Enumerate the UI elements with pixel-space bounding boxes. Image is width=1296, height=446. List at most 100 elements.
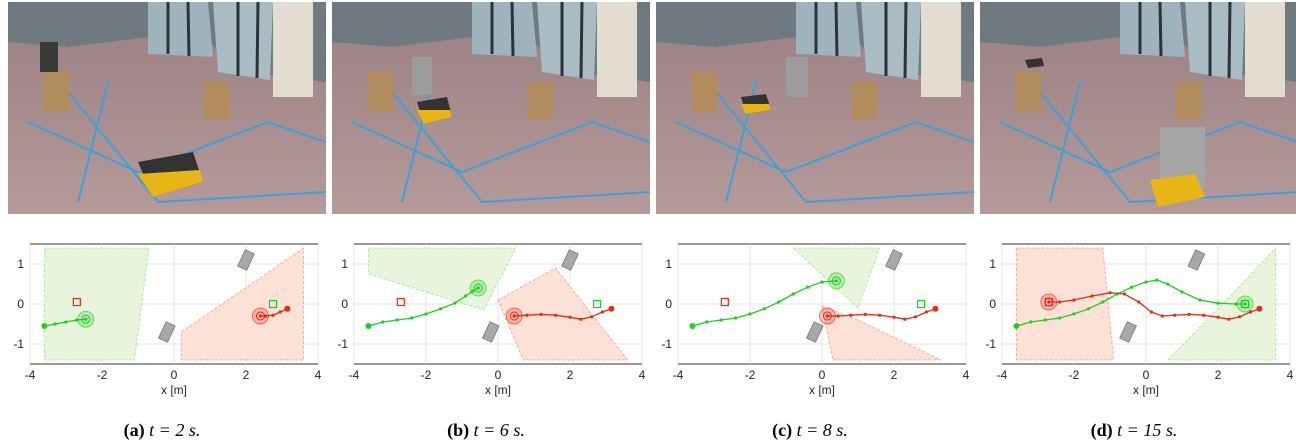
red-trajectory-point xyxy=(271,313,275,317)
green-robot-ring xyxy=(1240,299,1250,309)
green-trajectory-point xyxy=(410,316,414,320)
obstacle-box xyxy=(157,321,176,343)
subfigure-caption: (c) t = 8 s. xyxy=(648,420,972,441)
y-tick-label: -1 xyxy=(337,337,348,351)
green-region xyxy=(791,247,881,309)
green-trajectory-point xyxy=(1216,301,1220,305)
obstacle-shape xyxy=(481,321,500,343)
green-trajectory-point xyxy=(791,292,795,296)
trajectory-plot: -4 -2 0 2 4 1 0 -1 x [m] xyxy=(648,240,972,416)
red-trajectory-point xyxy=(1047,300,1051,304)
green-trajectory-point xyxy=(820,280,824,284)
red-trajectory-point xyxy=(278,310,282,314)
red-start-marker xyxy=(608,305,615,312)
x-tick-label: 0 xyxy=(1143,368,1150,382)
green-start-marker xyxy=(689,323,696,329)
time-text: t = 15 s. xyxy=(1117,420,1178,440)
obstacle-shape xyxy=(237,249,255,271)
trajectory-plot: -4 -2 0 2 4 1 0 -1 x [m] xyxy=(324,240,648,416)
green-trajectory-point xyxy=(84,317,88,321)
green-robot-position xyxy=(1236,295,1254,313)
y-tick-label: -1 xyxy=(661,337,672,351)
x-tick-label: 4 xyxy=(315,368,322,382)
subfigure-label: (d) xyxy=(1090,420,1113,440)
red-trajectory xyxy=(827,308,936,320)
time-text: t = 8 s. xyxy=(796,420,848,440)
green-trajectory-point xyxy=(748,312,752,316)
green-robot-ring xyxy=(473,283,483,293)
red-trajectory-point xyxy=(1187,312,1191,316)
obstacle-box xyxy=(1187,249,1206,271)
y-tick-label: 0 xyxy=(989,297,996,311)
scene-photo xyxy=(656,2,974,214)
green-trajectory-point xyxy=(1130,285,1134,289)
green-trajectory-point xyxy=(806,285,810,289)
x-tick-label: 2 xyxy=(1215,368,1222,382)
green-goal-marker xyxy=(268,299,278,309)
green-trajectory-point xyxy=(1101,300,1105,304)
green-trajectory-point xyxy=(1155,278,1159,282)
green-trajectory-point xyxy=(1198,298,1202,302)
x-tick-label: -2 xyxy=(745,368,756,382)
green-trajectory-point xyxy=(453,301,457,305)
x-tick-label: -4 xyxy=(25,368,36,382)
green-trajectory-point xyxy=(1043,318,1047,322)
x-tick-label: -4 xyxy=(673,368,684,382)
green-trajectory-point xyxy=(1029,320,1033,324)
subfigure-label: (b) xyxy=(447,420,470,440)
red-trajectory-point xyxy=(568,315,572,319)
trajectory-plot: -4 -2 0 2 4 1 0 -1 x [m] xyxy=(972,240,1296,416)
panel-d: -4 -2 0 2 4 1 0 -1 x [m] (d) t = 15 s. xyxy=(972,0,1296,446)
green-trajectory-point xyxy=(64,320,68,324)
red-robot-position xyxy=(818,307,836,325)
red-trajectory-point xyxy=(539,312,543,316)
obstacle-shape xyxy=(1119,321,1137,343)
green-trajectory-point xyxy=(471,289,475,293)
x-axis-label: x [m] xyxy=(161,383,187,397)
green-trajectory-point xyxy=(1058,316,1062,320)
x-tick-label: -2 xyxy=(97,368,108,382)
green-trajectory-point xyxy=(777,300,781,304)
green-trajectory xyxy=(368,287,479,327)
panel-b: -4 -2 0 2 4 1 0 -1 x [m] (b) t = 6 s. xyxy=(324,0,650,446)
green-trajectory-point xyxy=(762,307,766,311)
obstacle-shape xyxy=(157,321,176,343)
y-tick-label: 0 xyxy=(665,297,672,311)
y-tick-label: 0 xyxy=(17,297,24,311)
green-goal-marker xyxy=(916,299,926,309)
subfigure-label: (a) xyxy=(123,420,145,440)
red-trajectory-point xyxy=(1216,315,1220,319)
green-goal-marker xyxy=(592,299,602,309)
x-tick-label: 0 xyxy=(495,368,502,382)
y-tick-label: 1 xyxy=(17,257,24,271)
x-tick-label: -2 xyxy=(1069,368,1080,382)
green-trajectory-point xyxy=(438,307,442,311)
green-trajectory-point xyxy=(705,320,709,324)
obstacle-shape xyxy=(561,249,579,271)
green-trajectory-point xyxy=(834,279,838,283)
red-trajectory-point xyxy=(1238,315,1242,319)
green-trajectory-point xyxy=(53,322,57,326)
red-trajectory-point xyxy=(512,314,516,318)
red-trajectory-point xyxy=(1058,300,1062,304)
red-robot-position xyxy=(1040,293,1058,311)
green-trajectory-point xyxy=(464,294,468,298)
red-trajectory-point xyxy=(600,310,604,314)
red-trajectory-point xyxy=(525,313,529,317)
red-trajectory-point xyxy=(1202,313,1206,317)
y-tick-label: 1 xyxy=(989,257,996,271)
y-tick-label: 1 xyxy=(341,257,348,271)
red-trajectory-point xyxy=(903,317,907,321)
green-region xyxy=(43,247,150,361)
x-tick-label: 0 xyxy=(171,368,178,382)
x-tick-label: 2 xyxy=(891,368,898,382)
x-tick-label: 4 xyxy=(639,368,646,382)
red-robot-ring xyxy=(822,311,832,321)
red-trajectory-point xyxy=(590,315,594,319)
red-trajectory-point xyxy=(1137,300,1141,304)
red-region xyxy=(1015,247,1115,361)
red-trajectory-point xyxy=(1248,310,1252,314)
red-start-marker xyxy=(932,305,939,312)
red-trajectory-point xyxy=(849,313,853,317)
green-robot-position xyxy=(827,272,845,290)
